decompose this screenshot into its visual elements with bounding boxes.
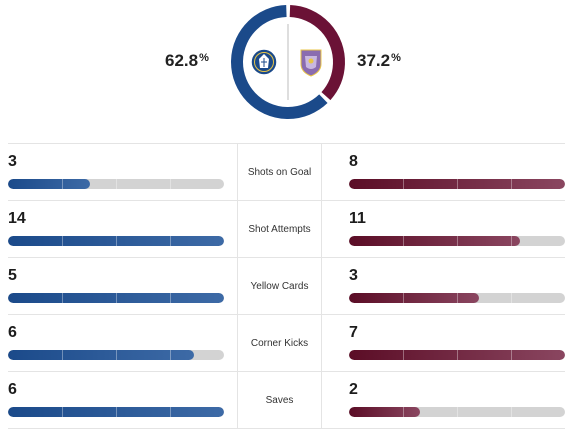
home-stat-bar: [8, 350, 224, 360]
home-possession-arc: [231, 5, 345, 119]
stat-label: Yellow Cards: [237, 258, 322, 314]
stat-row: 6 Saves 2: [8, 371, 565, 429]
match-stats-table: 3 Shots on Goal 8 14 Shot Attempts 11 5 …: [8, 143, 565, 429]
away-stat-bar-fill: [349, 407, 421, 417]
home-stat-value: 6: [8, 324, 17, 341]
home-stat-value: 5: [8, 267, 17, 284]
away-stat-bar: [349, 350, 565, 360]
possession-donut-chart: [231, 5, 345, 119]
away-stat-bar-fill: [349, 350, 565, 360]
home-stat-bar-fill: [8, 293, 224, 303]
away-stat-value: 11: [349, 210, 366, 227]
home-stat-bar: [8, 236, 224, 246]
away-stat-bar: [349, 293, 565, 303]
stat-row: 3 Shots on Goal 8: [8, 143, 565, 200]
aston-villa-crest-icon: [300, 49, 322, 77]
stat-row: 14 Shot Attempts 11: [8, 200, 565, 257]
away-stat-value: 3: [349, 267, 358, 284]
home-stat-bar: [8, 407, 224, 417]
home-stat-bar: [8, 179, 224, 189]
away-stat-bar-fill: [349, 179, 565, 189]
home-stat-value: 3: [8, 153, 17, 170]
home-stat-value: 14: [8, 210, 26, 227]
home-stat-bar-fill: [8, 236, 224, 246]
stat-label: Saves: [237, 372, 322, 428]
away-possession-percent: 37.2%: [357, 51, 401, 70]
possession-section: 62.8% 37.2%: [0, 0, 583, 128]
home-possession-percent: 62.8%: [165, 51, 209, 70]
away-stat-bar-fill: [349, 293, 479, 303]
stat-row: 5 Yellow Cards 3: [8, 257, 565, 314]
chelsea-crest-icon: [250, 48, 278, 76]
away-stat-value: 2: [349, 381, 358, 398]
stat-label: Corner Kicks: [237, 315, 322, 371]
away-possession-arc: [231, 5, 345, 119]
away-stat-bar-fill: [349, 236, 520, 246]
home-stat-bar: [8, 293, 224, 303]
away-stat-bar: [349, 236, 565, 246]
stat-row: 6 Corner Kicks 7: [8, 314, 565, 371]
stat-label: Shot Attempts: [237, 201, 322, 257]
stat-label: Shots on Goal: [237, 144, 322, 200]
away-stat-value: 7: [349, 324, 358, 341]
home-stat-bar-fill: [8, 179, 91, 189]
home-stat-value: 6: [8, 381, 17, 398]
home-stat-bar-fill: [8, 350, 194, 360]
away-stat-bar: [349, 407, 565, 417]
away-stat-value: 8: [349, 153, 358, 170]
home-stat-bar-fill: [8, 407, 224, 417]
away-stat-bar: [349, 179, 565, 189]
